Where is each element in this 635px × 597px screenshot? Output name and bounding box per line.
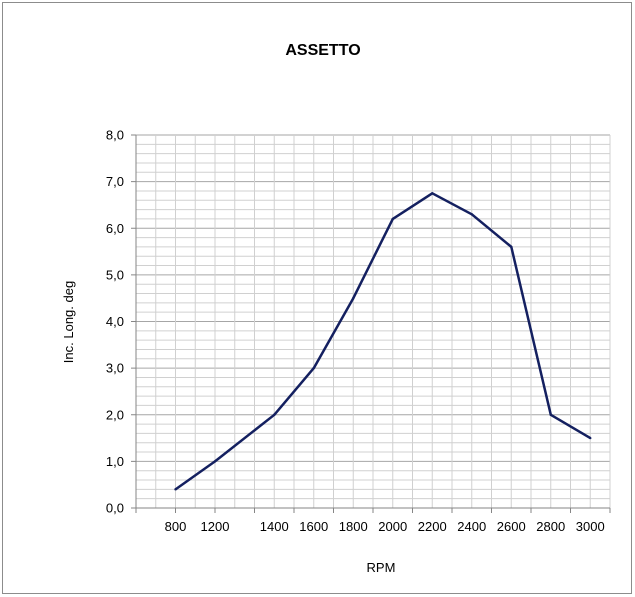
x-tick-label: 1800 (339, 519, 368, 534)
data-point (174, 488, 177, 491)
x-tick-label: 1400 (260, 519, 289, 534)
y-tick-label: 4,0 (106, 314, 124, 329)
x-tick-label: 1200 (201, 519, 230, 534)
data-point (391, 217, 394, 221)
y-tick-label: 6,0 (106, 221, 124, 236)
y-tick-label: 5,0 (106, 267, 124, 282)
x-tick-label: 2800 (536, 519, 565, 534)
data-point (549, 413, 552, 416)
x-axis-label: RPM (367, 560, 396, 575)
x-tick-label: 2400 (457, 519, 486, 534)
y-tick-label: 7,0 (106, 174, 124, 189)
y-axis-label: Inc. Long. deg (61, 281, 76, 363)
data-point (213, 460, 217, 463)
y-tick-label: 1,0 (106, 454, 124, 469)
y-tick-label: 8,0 (106, 128, 124, 143)
x-tick-label: 1600 (299, 519, 328, 534)
x-tick-label: 2000 (378, 519, 407, 534)
data-point (273, 413, 276, 416)
y-tick-label: 2,0 (106, 407, 124, 422)
x-tick-label: 3000 (576, 519, 605, 534)
y-tick-labels: 0,0 1,0 2,0 3,0 4,0 5,0 6,0 7,0 8,0 (106, 128, 124, 516)
data-point (431, 192, 434, 195)
y-tick-label: 0,0 (106, 501, 124, 516)
data-point (589, 436, 592, 440)
chart-title: ASSETTO (285, 42, 360, 59)
axes (131, 134, 611, 513)
x-tick-label: 2200 (418, 519, 447, 534)
data-point (510, 245, 513, 249)
x-tick-labels: 800 1200 1400 1600 1800 2000 2200 2400 2600 2800 3… (165, 519, 605, 534)
data-series (174, 192, 592, 491)
data-point (312, 366, 315, 370)
data-point (470, 213, 473, 216)
grid-lines (135, 134, 611, 509)
y-tick-label: 3,0 (106, 361, 124, 376)
data-point (352, 296, 355, 300)
x-tick-label: 800 (165, 519, 187, 534)
x-tick-label: 2600 (497, 519, 526, 534)
